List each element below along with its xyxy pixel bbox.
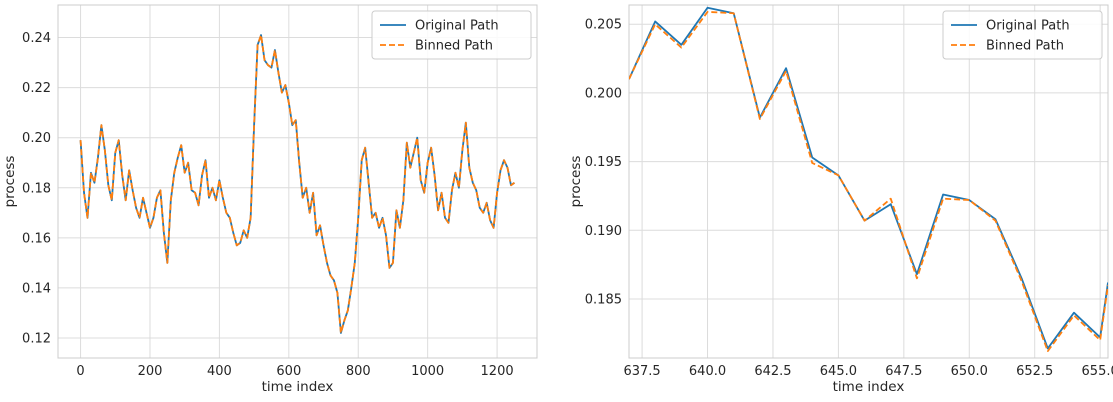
x-axis-label: time index: [833, 379, 905, 395]
x-tick-label: 647.5: [885, 364, 922, 379]
x-tick-label: 600: [276, 364, 301, 379]
y-tick-label: 0.190: [585, 224, 622, 239]
legend-label: Binned Path: [415, 39, 493, 54]
x-tick-label: 652.5: [1016, 364, 1053, 379]
y-tick-label: 0.185: [585, 292, 622, 307]
series-line-binned-path: [629, 10, 1108, 353]
y-tick-label: 0.12: [22, 331, 51, 346]
legend-box: [942, 10, 1103, 60]
y-tick-label: 0.16: [22, 231, 51, 246]
y-tick-label: 0.24: [22, 31, 51, 46]
x-tick-label: 1000: [411, 364, 444, 379]
x-axis-label: time index: [262, 379, 334, 395]
x-tick-label: 640.0: [689, 364, 726, 379]
x-tick-label: 637.5: [623, 364, 660, 379]
x-tick-label: 1200: [481, 364, 514, 379]
y-tick-label: 0.22: [22, 81, 51, 96]
x-tick-label: 200: [138, 364, 163, 379]
y-axis-label: process: [568, 156, 584, 208]
y-tick-label: 0.205: [585, 18, 622, 33]
x-tick-label: 655.0: [1082, 364, 1113, 379]
x-tick-label: 400: [207, 364, 232, 379]
x-tick-label: 642.5: [754, 364, 791, 379]
y-tick-label: 0.200: [585, 86, 622, 101]
series-line-original-path: [629, 6, 1108, 350]
legend-label: Original Path: [986, 19, 1070, 34]
x-tick-label: 0: [76, 364, 84, 379]
x-tick-label: 645.0: [820, 364, 857, 379]
legend-box: [371, 10, 532, 60]
legend: Original Path Binned Path: [942, 10, 1103, 60]
y-tick-label: 0.18: [22, 181, 51, 196]
plot-frame: [628, 4, 1109, 359]
legend-label: Original Path: [415, 19, 499, 34]
plot-frame: [57, 4, 538, 359]
right-chart: 637.5 640.0 642.5 645.0 647.5 650.0 652.5 655. 0…: [568, 4, 1113, 395]
y-tick-label: 0.195: [585, 155, 622, 170]
y-tick-label: 0.20: [22, 131, 51, 146]
series-line-binned-path: [79, 34, 515, 334]
y-axis-label: process: [2, 156, 18, 208]
x-tick-label: 650.0: [951, 364, 988, 379]
y-tick-label: 0.14: [22, 281, 51, 296]
left-chart: 0 200 400 600 800 1000 1200 0.12 0.14 0.16 0.18 0.2…: [2, 4, 538, 395]
x-tick-label: 800: [346, 364, 371, 379]
legend-label: Binned Path: [986, 39, 1064, 54]
legend: Original Path Binned Path: [371, 10, 532, 60]
